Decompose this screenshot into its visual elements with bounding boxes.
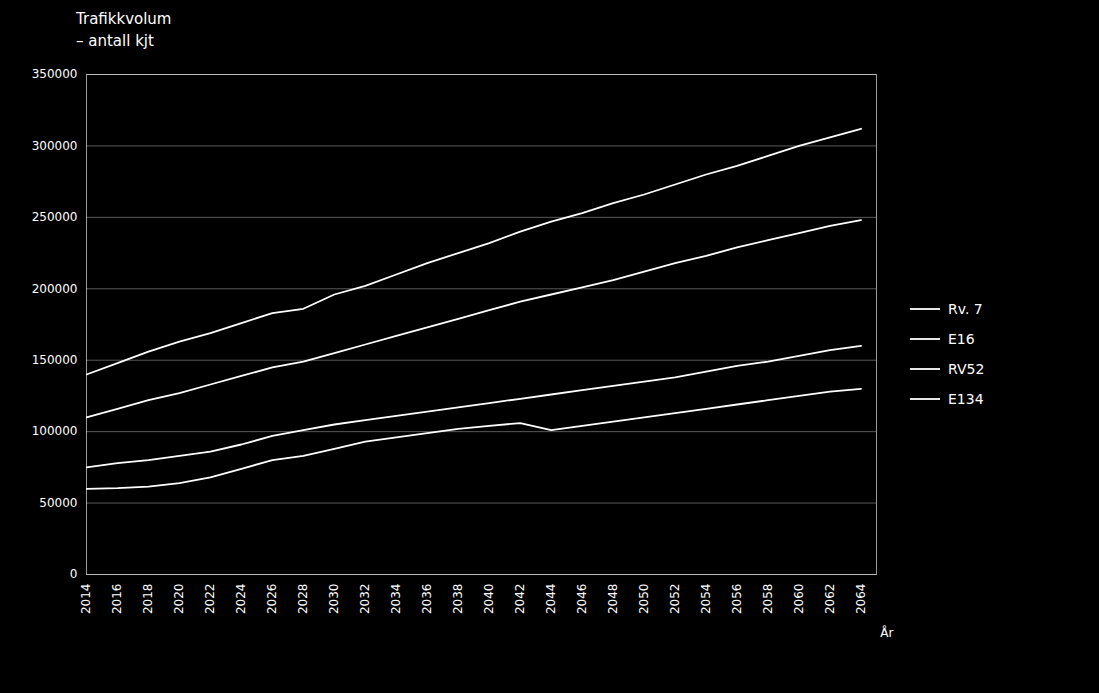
svg-text:100000: 100000 <box>32 424 78 438</box>
svg-text:2056: 2056 <box>730 584 744 615</box>
svg-text:2052: 2052 <box>668 584 682 615</box>
svg-text:0: 0 <box>70 567 78 581</box>
svg-text:2064: 2064 <box>854 584 868 615</box>
svg-text:2034: 2034 <box>389 584 403 615</box>
svg-text:2050: 2050 <box>637 584 651 615</box>
svg-text:2030: 2030 <box>327 584 341 615</box>
html-text:RV52: RV52 <box>948 361 985 377</box>
svg-text:300000: 300000 <box>32 139 78 153</box>
svg-text:2016: 2016 <box>110 584 124 615</box>
svg-text:2014: 2014 <box>79 584 93 615</box>
svg-text:250000: 250000 <box>32 210 78 224</box>
svg-text:350000: 350000 <box>32 67 78 81</box>
svg-text:2040: 2040 <box>482 584 496 615</box>
svg-text:2036: 2036 <box>420 584 434 615</box>
html-text:Trafikkvolum: Trafikkvolum <box>76 10 172 28</box>
html-text:E134: E134 <box>948 391 984 407</box>
html-text:– antall kjt: – antall kjt <box>76 32 154 50</box>
svg-text:2060: 2060 <box>792 584 806 615</box>
svg-text:2026: 2026 <box>265 584 279 615</box>
svg-text:2018: 2018 <box>141 584 155 615</box>
svg-text:År: År <box>880 625 893 640</box>
svg-text:2038: 2038 <box>451 584 465 615</box>
svg-text:2044: 2044 <box>544 584 558 615</box>
svg-text:2028: 2028 <box>296 584 310 615</box>
svg-text:2020: 2020 <box>172 584 186 615</box>
svg-text:2022: 2022 <box>203 584 217 615</box>
svg-text:50000: 50000 <box>39 496 77 510</box>
svg-text:2046: 2046 <box>575 584 589 615</box>
svg-text:150000: 150000 <box>32 353 78 367</box>
svg-text:2042: 2042 <box>513 584 527 615</box>
svg-text:2054: 2054 <box>699 584 713 615</box>
html-text:E16: E16 <box>948 331 975 347</box>
svg-text:2062: 2062 <box>823 584 837 615</box>
html-text:Rv. 7: Rv. 7 <box>948 301 983 317</box>
svg-text:200000: 200000 <box>32 282 78 296</box>
svg-text:2032: 2032 <box>358 584 372 615</box>
svg-text:2058: 2058 <box>761 584 775 615</box>
svg-text:2024: 2024 <box>234 584 248 615</box>
svg-text:2048: 2048 <box>606 584 620 615</box>
